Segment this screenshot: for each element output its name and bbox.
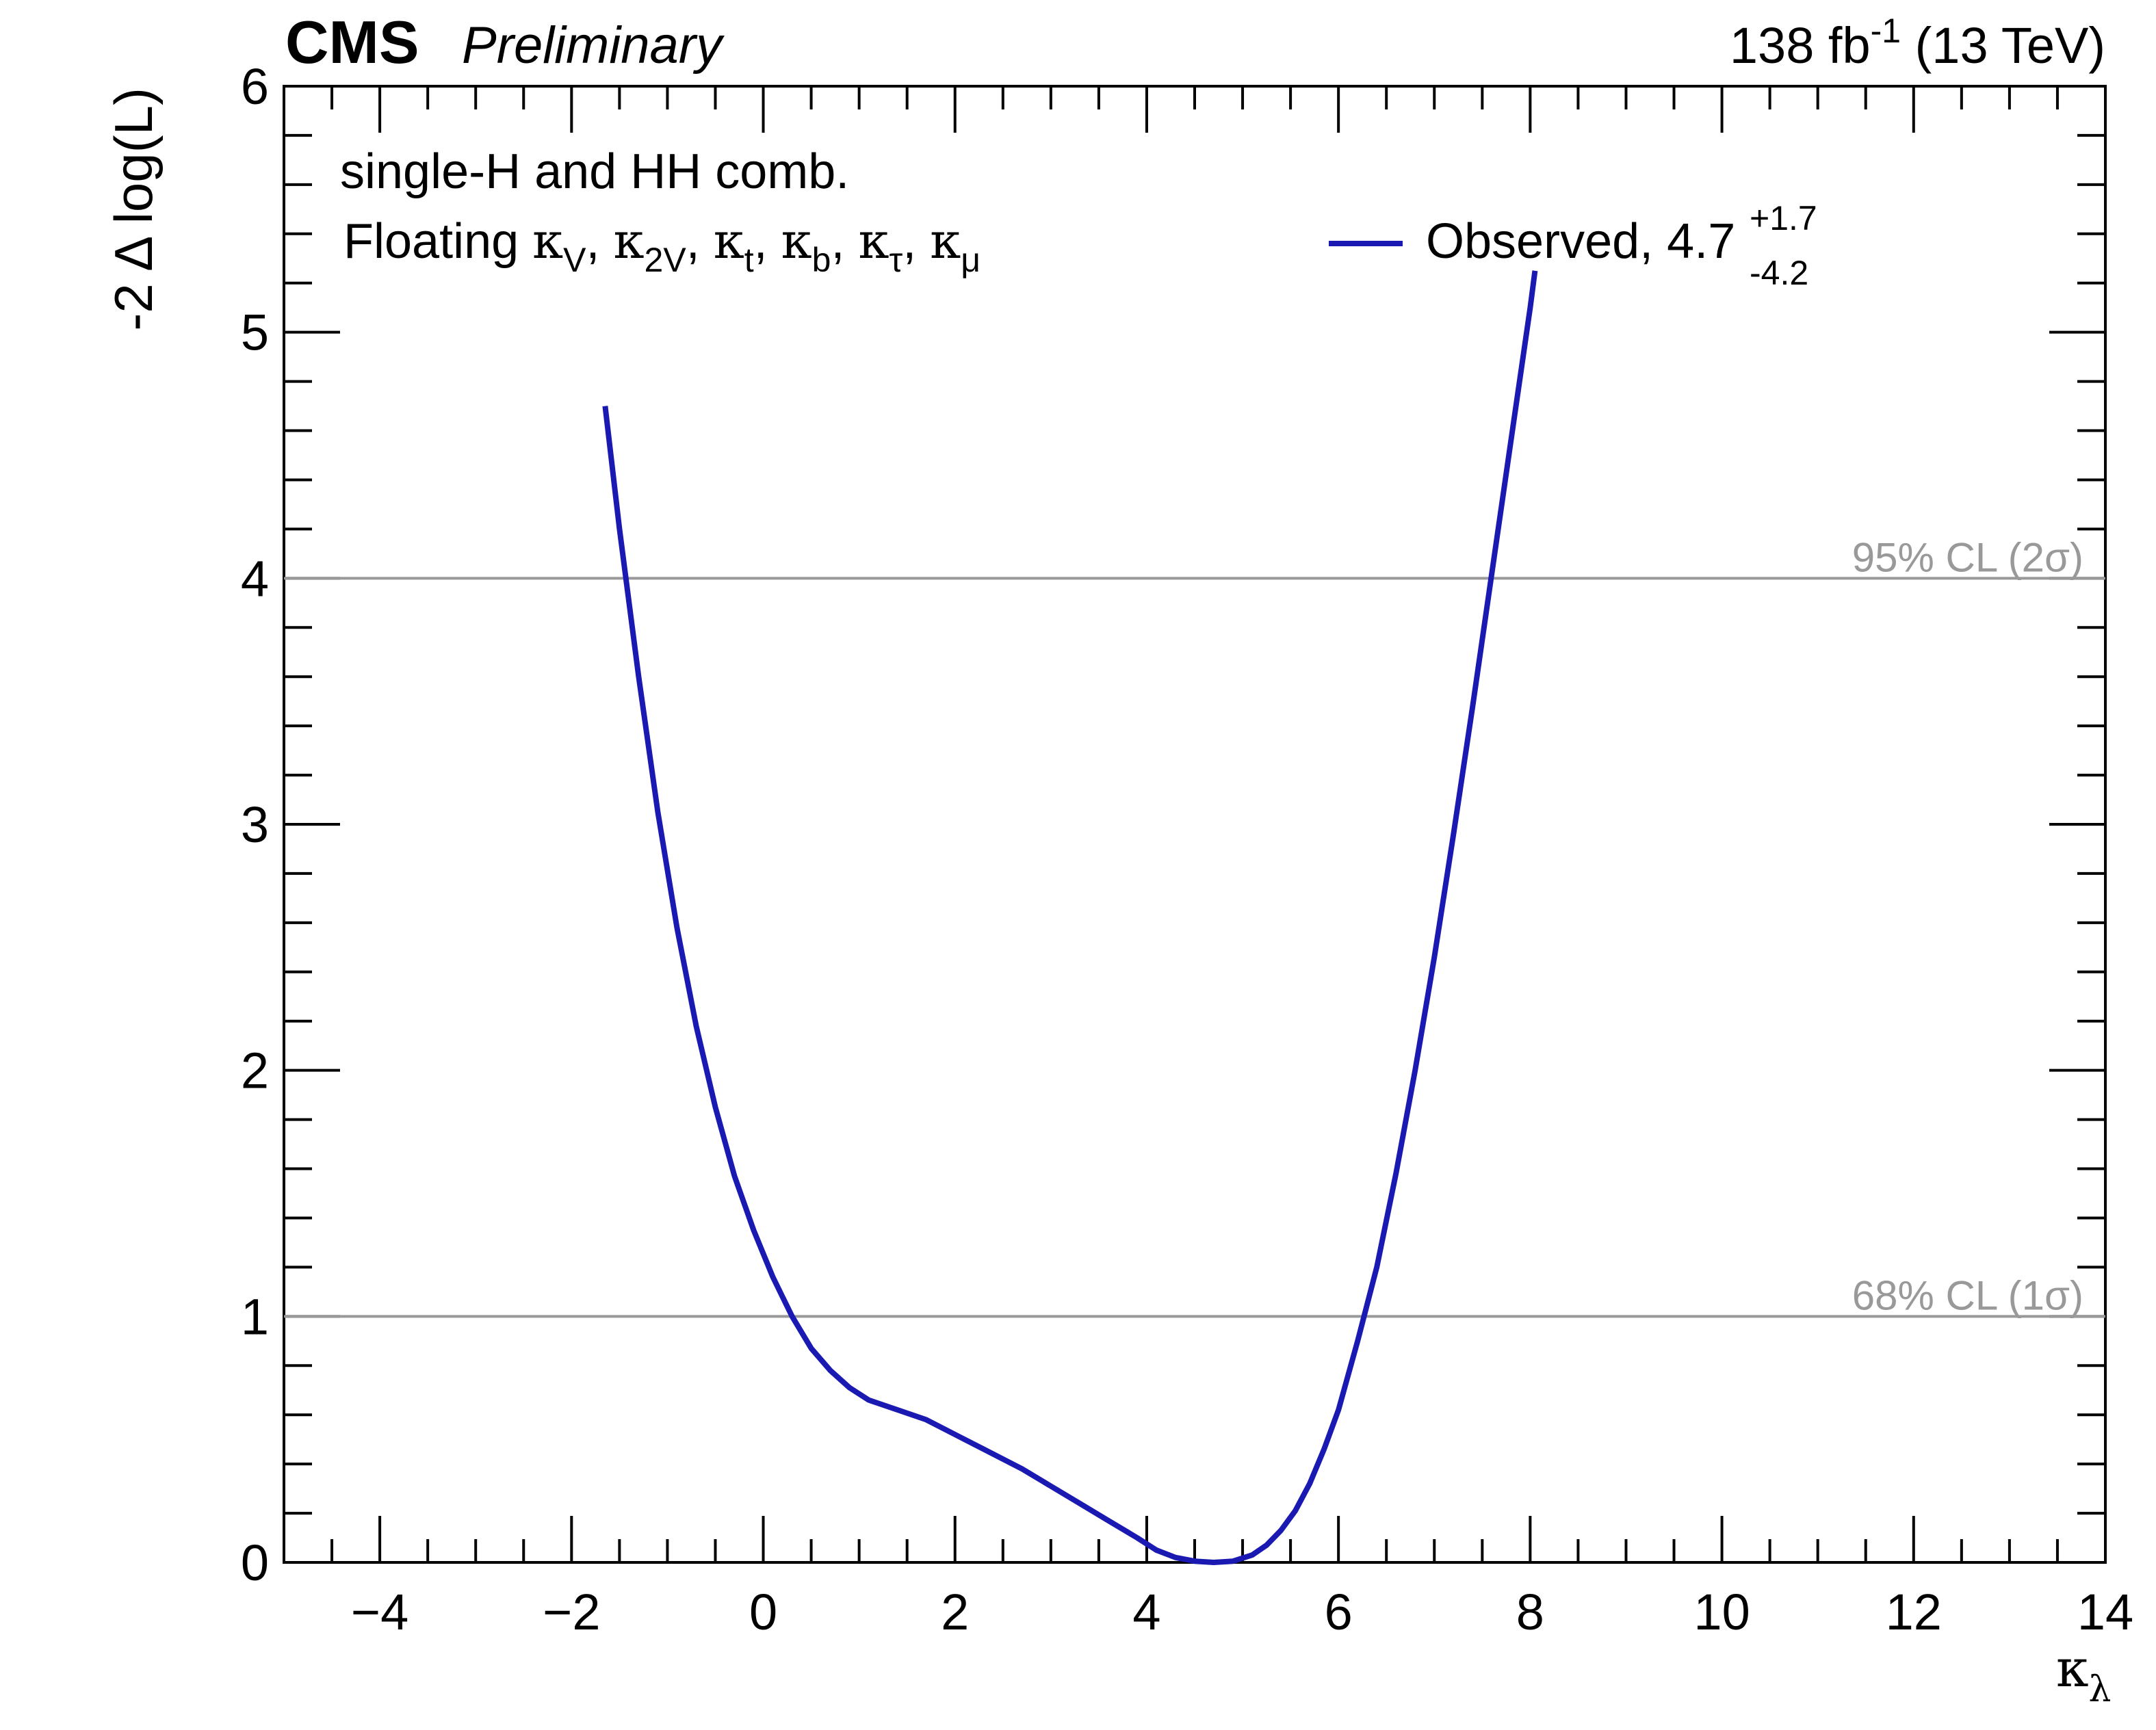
legend-upper-error: +1.7: [1750, 199, 1817, 237]
x-tick-label: 14: [2077, 1584, 2133, 1640]
kappa-subscript: t: [744, 241, 754, 279]
annotation-line-2: Floating κV, κ2V, κt, κb, κτ, κμ: [343, 212, 980, 279]
lumi-value: 138 fb: [1730, 17, 1871, 74]
y-tick-labels: 0 1 2 3 4 5 6: [241, 58, 269, 1591]
status-label: Preliminary: [462, 16, 725, 75]
kappa-subscript: V: [563, 241, 586, 279]
x-tick-label: 8: [1516, 1584, 1544, 1640]
plot-frame: [283, 85, 2107, 1564]
legend-lower-error: -4.2: [1750, 254, 1808, 292]
cl-label: 95% CL (2σ): [1852, 534, 2083, 580]
kappa-subscript: τ: [889, 241, 902, 279]
kappa-symbol: κ: [532, 212, 563, 270]
x-tick-labels: −4 −2 0 2 4 6 8 10 12 14: [351, 1584, 2133, 1640]
x-tick-label: 4: [1132, 1584, 1160, 1640]
y-axis-label: -2 Δ log(L): [103, 88, 164, 331]
kappa-symbol: κ: [714, 212, 744, 270]
x-axis-label: κλ: [2056, 1638, 2111, 1710]
legend: Observed, 4.7 +1.7 -4.2: [1329, 199, 1817, 292]
kappa-subscript: μ: [961, 241, 980, 279]
y-tick-label: 6: [241, 58, 269, 115]
floating-prefix: Floating: [343, 214, 532, 269]
y-tick-label: 0: [241, 1534, 269, 1591]
y-tick-label: 3: [241, 796, 269, 853]
kappa-separator: ,: [686, 214, 714, 269]
kappa-separator: ,: [902, 214, 930, 269]
confidence-level-lines: 95% CL (2σ) 68% CL (1σ): [284, 534, 2105, 1318]
y-tick-label: 5: [241, 304, 269, 361]
y-tick-label: 2: [241, 1043, 269, 1099]
legend-label-observed: Observed, 4.7: [1426, 214, 1735, 269]
y-tick-label: 1: [241, 1288, 269, 1345]
x-tick-label: 10: [1693, 1584, 1750, 1640]
kappa-symbol: κ: [930, 212, 961, 270]
kappa-separator: ,: [754, 214, 781, 269]
observed-curve: [602, 270, 1538, 1565]
axis-ticks: [283, 85, 2107, 1564]
x-tick-label: 6: [1325, 1584, 1353, 1640]
energy-value: (13 TeV): [1901, 17, 2105, 74]
lumi-exponent: -1: [1871, 12, 1901, 50]
kappa-separator: ,: [586, 214, 614, 269]
kappa-symbol: κ: [614, 212, 645, 270]
plot-frame-group: [283, 85, 2107, 1564]
x-axis-symbol: κ: [2056, 1638, 2089, 1699]
curve-layer: [602, 270, 1538, 1565]
luminosity-label: 138 fb-1 (13 TeV): [1730, 12, 2105, 74]
x-tick-label: 12: [1886, 1584, 1942, 1640]
kappa-symbol: κ: [781, 212, 812, 270]
x-axis-subscript: λ: [2089, 1669, 2112, 1710]
kappa-symbol: κ: [858, 212, 889, 270]
x-tick-label: 0: [749, 1584, 777, 1640]
kappa-subscript: 2V: [645, 241, 687, 279]
kappa-separator: ,: [831, 214, 858, 269]
annotation-line-1: single-H and HH comb.: [340, 144, 849, 199]
y-tick-label: 4: [241, 550, 269, 607]
kappa-subscript: b: [812, 241, 831, 279]
x-tick-label: −4: [351, 1584, 408, 1640]
cl-label: 68% CL (1σ): [1852, 1272, 2083, 1318]
x-tick-label: −2: [543, 1584, 600, 1640]
x-tick-label: 2: [941, 1584, 969, 1640]
experiment-label: CMS: [285, 8, 419, 76]
